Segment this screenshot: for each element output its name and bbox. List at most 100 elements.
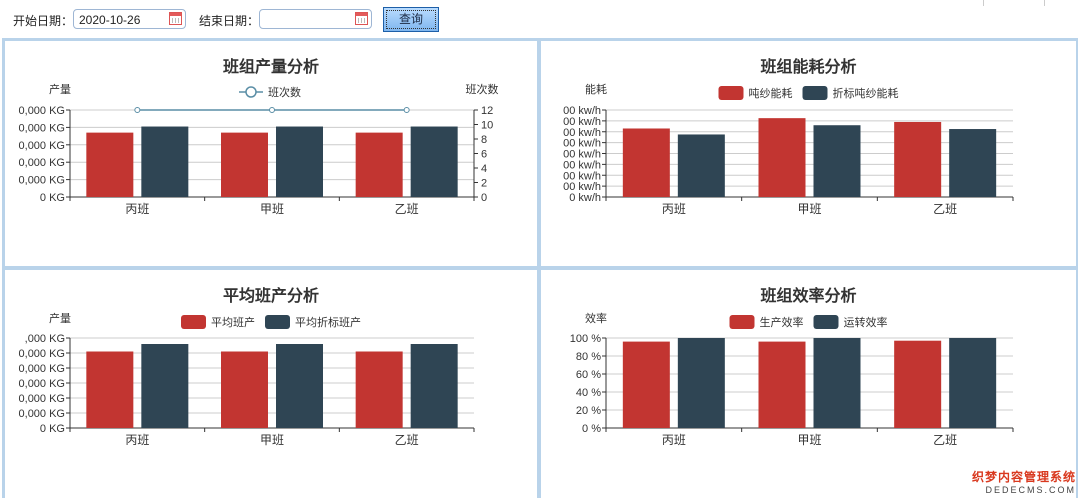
x-tick-label: 乙班 bbox=[395, 202, 419, 216]
y-tick-label: 00 kw/h bbox=[563, 159, 601, 171]
y2-tick-label: 4 bbox=[481, 163, 487, 175]
y-tick-label: 0,000 KG bbox=[19, 408, 65, 420]
bar bbox=[141, 344, 189, 428]
bar bbox=[949, 129, 997, 197]
y-tick-label: 00 kw/h bbox=[563, 105, 601, 117]
chart-title: 班组效率分析 bbox=[760, 286, 856, 305]
calendar-icon[interactable] bbox=[355, 12, 368, 25]
y2-tick-label: 0 bbox=[481, 192, 487, 204]
bar bbox=[813, 338, 861, 428]
bar bbox=[622, 128, 670, 197]
legend: 生产效率 运转效率 bbox=[729, 315, 888, 329]
divider bbox=[1044, 0, 1045, 6]
y-tick-label: 00 kw/h bbox=[563, 138, 601, 150]
legend-label: 生产效率 bbox=[760, 315, 804, 329]
x-tick-label: 丙班 bbox=[125, 433, 149, 447]
bar bbox=[894, 121, 942, 197]
line-point bbox=[403, 107, 410, 113]
y-tick-label: 00 kw/h bbox=[563, 181, 601, 193]
legend-label: 吨纱能耗 bbox=[749, 86, 793, 100]
bar bbox=[758, 341, 806, 428]
y-tick-label: 0,000 KG bbox=[19, 140, 65, 152]
legend-swatch bbox=[718, 86, 744, 100]
production-analysis-panel: 班组产量分析产量 班次数 班次数 0 KG 0,000 KG 0,000 KG 0,000 … bbox=[5, 41, 537, 266]
energy-analysis-panel: 班组能耗分析 能耗 吨纱能耗 折标吨纱能耗 0 kw/h 00 kw/h 00 kw/h 00… bbox=[541, 41, 1076, 266]
bar bbox=[410, 344, 458, 428]
bar bbox=[141, 126, 189, 197]
legend-swatch bbox=[813, 315, 839, 329]
calendar-icon[interactable] bbox=[169, 12, 182, 25]
chart-title: 班组能耗分析 bbox=[760, 57, 856, 76]
bar bbox=[677, 134, 725, 197]
bar bbox=[276, 344, 323, 428]
query-button[interactable]: 查询 bbox=[383, 7, 439, 32]
x-tick-label: 甲班 bbox=[797, 202, 821, 216]
end-date-input[interactable] bbox=[259, 9, 372, 29]
y-axis-label: 效率 bbox=[585, 311, 607, 325]
legend-label: 平均折标班产 bbox=[295, 315, 361, 329]
dashboard-grid: 班组产量分析 产量 班次数 班次数 0 KG 0,000 KG 0,000 KG 0,000 … bbox=[2, 38, 1078, 498]
x-tick-label: 甲班 bbox=[260, 202, 284, 216]
x-tick-label: 乙班 bbox=[933, 433, 957, 447]
y-tick-label: 0 KG bbox=[40, 192, 65, 204]
y-tick-label: 0,000 KG bbox=[19, 157, 65, 169]
y-tick-label: 0,000 KG bbox=[19, 122, 65, 134]
legend-label: 运转效率 bbox=[844, 315, 888, 329]
toolbar: 开始日期： 2020-10-26 结束日期： 查询 bbox=[0, 0, 1080, 38]
legend-swatch bbox=[265, 315, 290, 329]
bar bbox=[86, 351, 134, 428]
y-tick-label: 0 kw/h bbox=[569, 192, 601, 204]
y-tick-label: 0 % bbox=[582, 423, 601, 435]
bar bbox=[410, 126, 458, 197]
legend-swatch bbox=[802, 86, 828, 100]
y-tick-label: 00 kw/h bbox=[563, 170, 601, 182]
y2-axis-label: 班次数 bbox=[466, 82, 499, 96]
watermark: 织梦内容管理系统 DEDECMS.COM bbox=[972, 468, 1076, 495]
y-tick-label: 0 KG bbox=[40, 423, 65, 435]
watermark-line1: 织梦内容管理系统 bbox=[971, 470, 1076, 484]
x-tick-label: 乙班 bbox=[933, 202, 957, 216]
bar bbox=[949, 338, 997, 428]
legend-label: 班次数 bbox=[268, 85, 301, 99]
line-point bbox=[269, 107, 275, 113]
x-tick-label: 丙班 bbox=[662, 202, 686, 216]
efficiency-analysis-panel: 班组效率分析 效率 生产效率 运转效率 0 % 20 % 40 % 60 % 80 % 100 %… bbox=[541, 270, 1076, 498]
y-tick-label: 00 kw/h bbox=[563, 127, 601, 139]
bar bbox=[355, 132, 403, 197]
y-tick-label: 00 kw/h bbox=[563, 116, 601, 128]
y2-tick-label: 6 bbox=[481, 149, 487, 161]
chart-title: 班组产量分析 bbox=[223, 57, 319, 76]
x-tick-label: 丙班 bbox=[125, 202, 149, 216]
y-tick-label: 0,000 KG bbox=[19, 378, 65, 390]
line-point bbox=[134, 107, 141, 113]
bar bbox=[86, 132, 134, 197]
y2-tick-label: 8 bbox=[481, 134, 487, 146]
y-tick-label: ,000 KG bbox=[25, 333, 65, 345]
y-tick-label: 100 % bbox=[570, 333, 601, 345]
y-tick-label: 0,000 KG bbox=[19, 175, 65, 187]
bar bbox=[355, 351, 403, 428]
chart-title: 平均班产分析 bbox=[223, 286, 319, 305]
y-axis-label: 能耗 bbox=[585, 82, 607, 96]
start-date-input[interactable]: 2020-10-26 bbox=[73, 9, 186, 29]
legend-swatch bbox=[729, 315, 755, 329]
x-tick-label: 甲班 bbox=[260, 433, 284, 447]
start-date-value: 2020-10-26 bbox=[79, 13, 141, 27]
bar bbox=[894, 340, 942, 428]
legend-circle-marker bbox=[245, 86, 257, 98]
bar bbox=[677, 338, 725, 428]
legend: 吨纱能耗 折标吨纱能耗 bbox=[718, 86, 899, 100]
y-axis-label: 产量 bbox=[49, 82, 71, 96]
bar bbox=[622, 341, 670, 428]
legend-swatch bbox=[181, 315, 206, 329]
y-tick-label: 0,000 KG bbox=[19, 105, 65, 117]
y-tick-label: 00 kw/h bbox=[563, 149, 601, 161]
legend: 平均班产 平均折标班产 bbox=[181, 315, 361, 329]
x-tick-label: 乙班 bbox=[395, 433, 419, 447]
bar bbox=[221, 351, 268, 428]
y-tick-label: 60 % bbox=[576, 369, 601, 381]
bar bbox=[758, 118, 806, 197]
